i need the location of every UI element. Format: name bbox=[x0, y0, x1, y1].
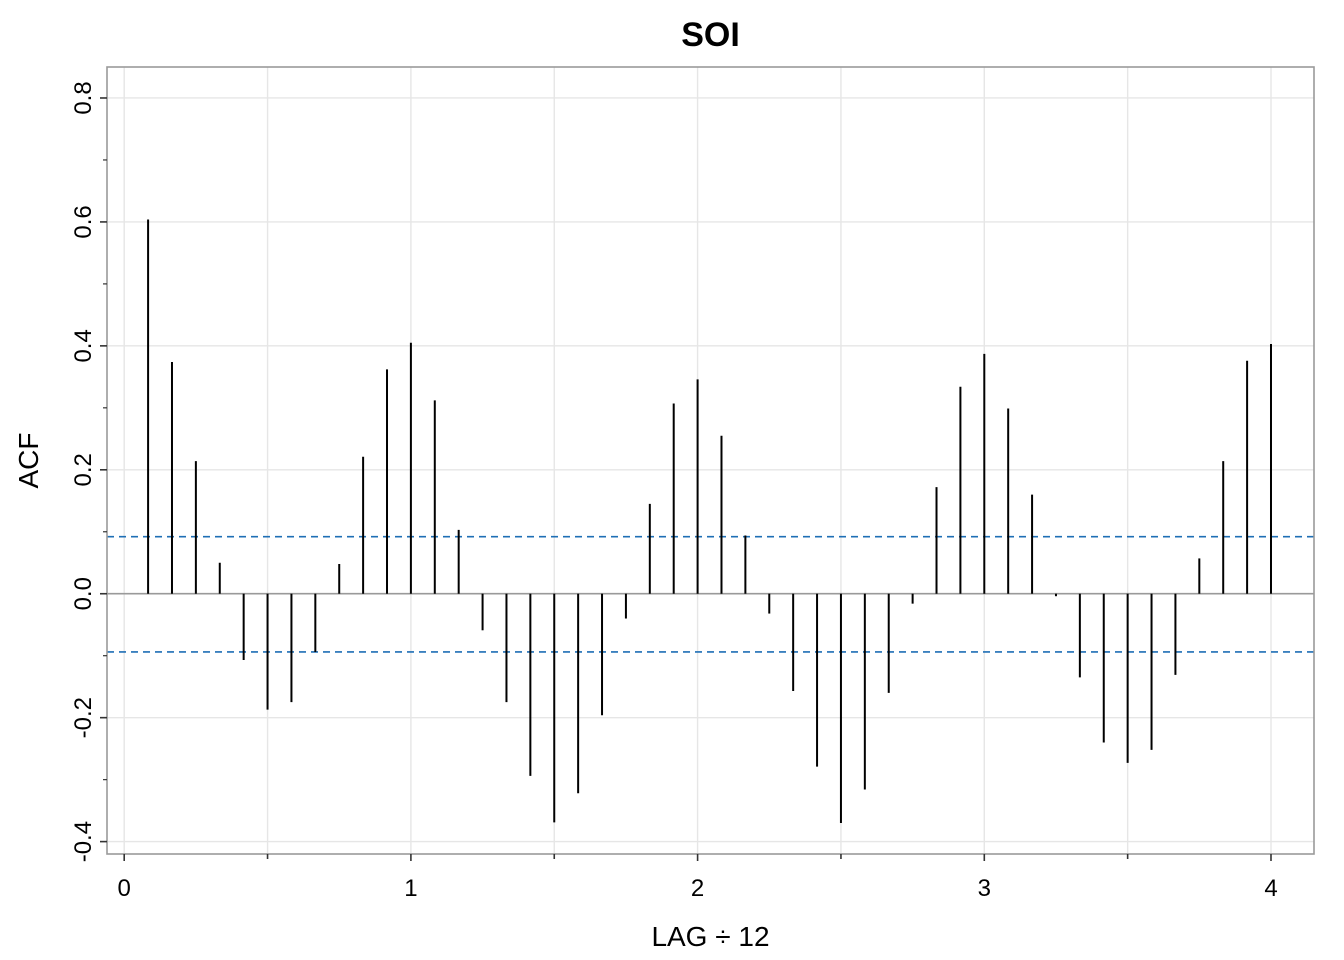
plot-frame bbox=[106, 66, 1315, 855]
x-tick-label: 4 bbox=[1264, 875, 1277, 902]
x-tick-label: 1 bbox=[404, 875, 417, 902]
y-tick-label: -0.4 bbox=[70, 821, 97, 862]
y-tick-label: 0.0 bbox=[70, 577, 97, 610]
acf-bars bbox=[147, 219, 1272, 824]
y-axis-label: ACF bbox=[13, 433, 44, 489]
chart-title: SOI bbox=[681, 16, 740, 54]
y-tick-label: 0.6 bbox=[70, 205, 97, 238]
y-tick-label: 0.4 bbox=[70, 329, 97, 362]
y-tick-label: 0.8 bbox=[70, 81, 97, 114]
x-tick-label: 0 bbox=[118, 875, 131, 902]
x-axis-label: LAG ÷ 12 bbox=[651, 921, 769, 952]
y-tick-label: 0.2 bbox=[70, 453, 97, 486]
x-tick-label: 2 bbox=[691, 875, 704, 902]
x-tick-label: 3 bbox=[978, 875, 991, 902]
axis-ticks: 0 1 2 3 4 -0.4 -0.2 0.0 0.2 0.4 0.6 0.8 bbox=[70, 81, 1278, 902]
y-tick-label: -0.2 bbox=[70, 697, 97, 738]
confidence-bands bbox=[107, 535, 1314, 653]
grid-lines bbox=[107, 67, 1314, 854]
